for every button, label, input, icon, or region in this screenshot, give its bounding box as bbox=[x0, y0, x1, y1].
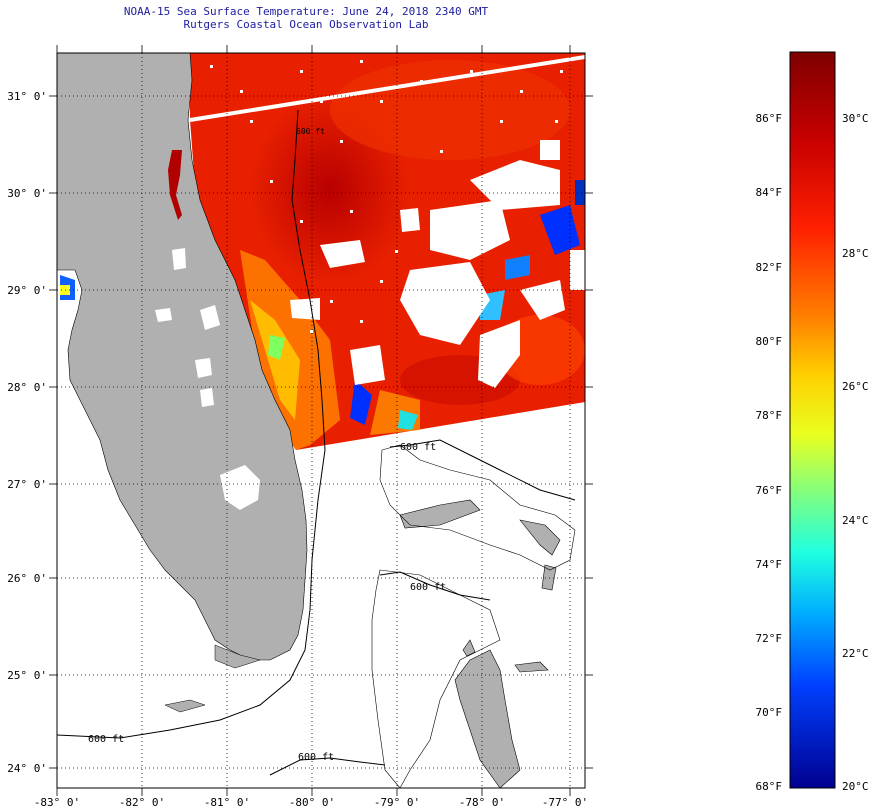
fahrenheit-label: 70°F bbox=[756, 706, 783, 719]
fahrenheit-label: 74°F bbox=[756, 558, 783, 571]
colorbar-gradient bbox=[789, 51, 836, 789]
lat-tick-label: 25° 0' bbox=[7, 669, 47, 682]
isobath-label: 600 ft bbox=[296, 127, 325, 136]
celsius-label: 28°C bbox=[842, 247, 869, 260]
lake-okeechobee bbox=[220, 465, 260, 510]
lat-tick-label: 27° 0' bbox=[7, 478, 47, 491]
celsius-label: 30°C bbox=[842, 112, 869, 125]
florida-keys bbox=[214, 644, 261, 669]
map-border bbox=[56, 52, 586, 789]
lake bbox=[200, 388, 214, 407]
isobath-label: 600 ft bbox=[298, 752, 334, 763]
fahrenheit-label: 78°F bbox=[756, 409, 783, 422]
celsius-label: 20°C bbox=[842, 780, 869, 793]
celsius-label: 26°C bbox=[842, 380, 869, 393]
fahrenheit-label: 80°F bbox=[756, 335, 783, 348]
lake bbox=[200, 305, 220, 330]
lon-tick-label: -82° 0' bbox=[119, 796, 165, 809]
lat-tick-label: 28° 0' bbox=[7, 381, 47, 394]
map-panel[interactable] bbox=[57, 53, 585, 788]
fahrenheit-label: 76°F bbox=[756, 484, 783, 497]
lake bbox=[195, 358, 212, 378]
fahrenheit-label: 82°F bbox=[756, 261, 783, 274]
bank-outline bbox=[371, 444, 576, 788]
axis-ticks bbox=[49, 45, 593, 796]
florida-keys bbox=[164, 699, 206, 713]
fahrenheit-label: 86°F bbox=[756, 112, 783, 125]
isobath-600ft bbox=[57, 109, 576, 776]
fahrenheit-label: 72°F bbox=[756, 632, 783, 645]
celsius-label: 24°C bbox=[842, 514, 869, 527]
lake bbox=[155, 308, 172, 322]
bahamas-islands bbox=[399, 499, 561, 788]
colorbar: 86°F 84°F 82°F 80°F 78°F 76°F 74°F 72°F … bbox=[756, 51, 869, 793]
lon-tick-label: -78° 0' bbox=[459, 796, 505, 809]
graticule bbox=[57, 53, 585, 788]
isobath-label: 600 ft bbox=[410, 582, 446, 593]
lat-tick-label: 30° 0' bbox=[7, 187, 47, 200]
lat-tick-label: 26° 0' bbox=[7, 572, 47, 585]
lake bbox=[172, 248, 186, 270]
lon-tick-label: -79° 0' bbox=[374, 796, 420, 809]
lon-tick-label: -80° 0' bbox=[289, 796, 335, 809]
lat-tick-label: 24° 0' bbox=[7, 762, 47, 775]
celsius-label: 22°C bbox=[842, 647, 869, 660]
sst-swath bbox=[60, 53, 585, 450]
st-johns-river bbox=[168, 150, 182, 220]
isobath-label: 600 ft bbox=[88, 734, 124, 745]
fahrenheit-label: 68°F bbox=[756, 780, 783, 793]
map-title: NOAA-15 Sea Surface Temperature: June 24… bbox=[123, 5, 489, 18]
lon-tick-label: -77° 0' bbox=[542, 796, 588, 809]
lat-tick-label: 29° 0' bbox=[7, 284, 47, 297]
lat-tick-label: 31° 0' bbox=[7, 90, 47, 103]
map-subtitle: Rutgers Coastal Ocean Observation Lab bbox=[183, 18, 429, 31]
lon-tick-label: -81° 0' bbox=[204, 796, 250, 809]
fahrenheit-label: 84°F bbox=[756, 186, 783, 199]
lon-tick-label: -83° 0' bbox=[34, 796, 80, 809]
isobath-label: 600 ft bbox=[400, 442, 436, 453]
